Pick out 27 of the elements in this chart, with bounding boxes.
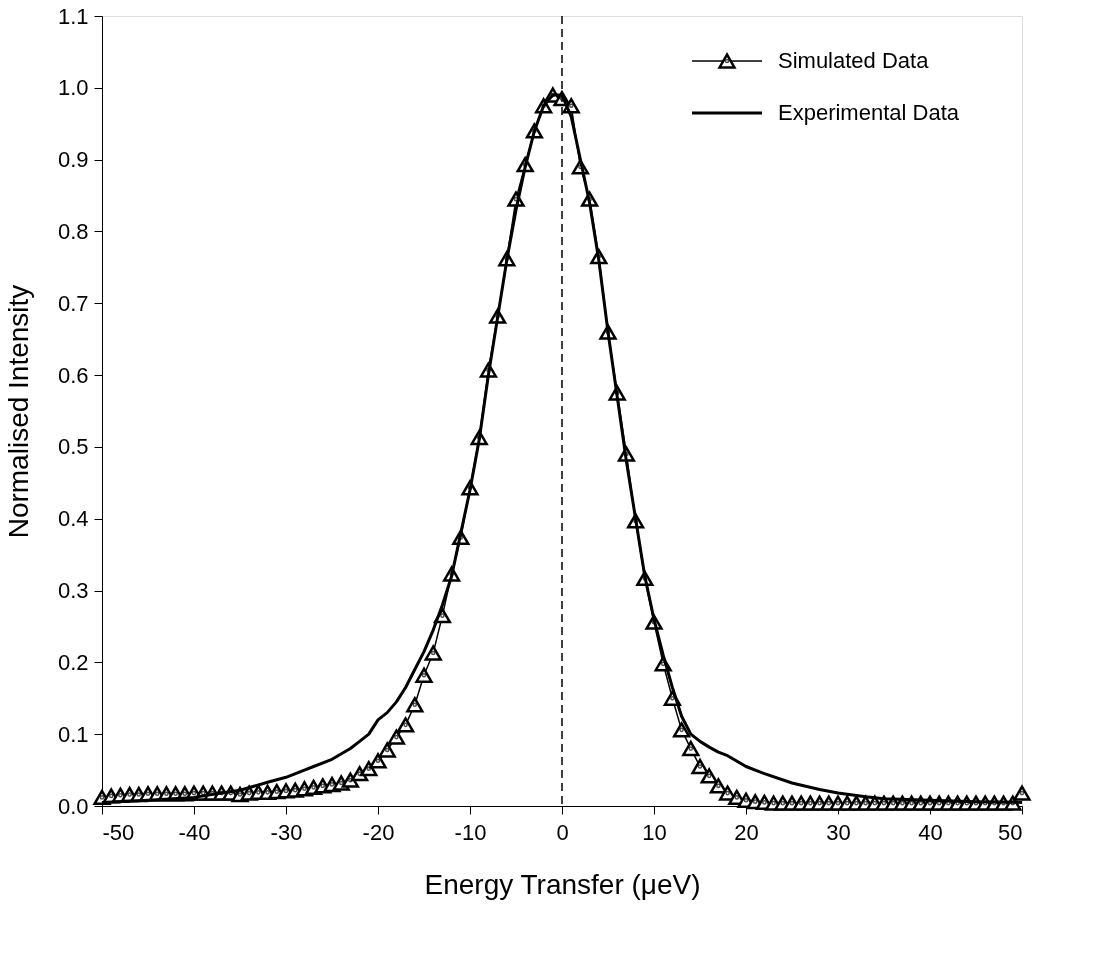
y-tick-label: 0.4 xyxy=(57,506,89,532)
x-tick-label: 0 xyxy=(556,819,569,845)
y-axis-title: Normalised Intensity xyxy=(2,284,34,539)
x-tick-label: -50 xyxy=(102,819,135,845)
y-tick-label: 0.3 xyxy=(57,578,89,604)
x-tick-label: 50 xyxy=(998,819,1023,845)
y-tick-label: 0.2 xyxy=(57,649,89,675)
x-tick-label: -10 xyxy=(454,819,487,845)
legend-label: Experimental Data xyxy=(778,100,960,125)
y-tick-label: 1.1 xyxy=(57,3,89,29)
y-tick-label: 0.1 xyxy=(57,721,89,747)
x-axis-title: Energy Transfer (μeV) xyxy=(424,868,701,900)
x-tick-label: 40 xyxy=(918,819,943,845)
x-tick-label: -20 xyxy=(362,819,395,845)
y-tick-label: 0.9 xyxy=(57,147,89,173)
y-tick-label: 0.8 xyxy=(57,218,89,244)
y-tick-label: 0.6 xyxy=(57,362,89,388)
x-tick-label: 10 xyxy=(642,819,667,845)
x-tick-label: 30 xyxy=(826,819,851,845)
y-tick-label: 0.7 xyxy=(57,290,89,316)
legend-label: Simulated Data xyxy=(778,48,930,73)
x-tick-label: -40 xyxy=(178,819,211,845)
y-tick-label: 0.0 xyxy=(57,793,89,819)
y-tick-label: 0.5 xyxy=(57,434,89,460)
x-tick-label: -30 xyxy=(270,819,303,845)
y-tick-label: 1.0 xyxy=(57,75,89,101)
x-tick-label: 20 xyxy=(734,819,759,845)
